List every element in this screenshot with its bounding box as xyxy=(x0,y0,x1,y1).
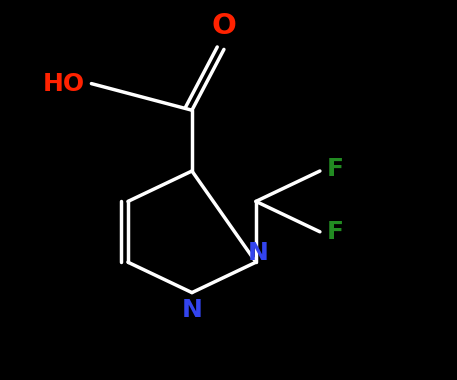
Text: N: N xyxy=(248,241,269,265)
Text: F: F xyxy=(327,220,344,244)
Text: HO: HO xyxy=(43,71,85,96)
Text: F: F xyxy=(327,157,344,181)
Text: O: O xyxy=(212,12,236,40)
Text: N: N xyxy=(181,298,202,322)
